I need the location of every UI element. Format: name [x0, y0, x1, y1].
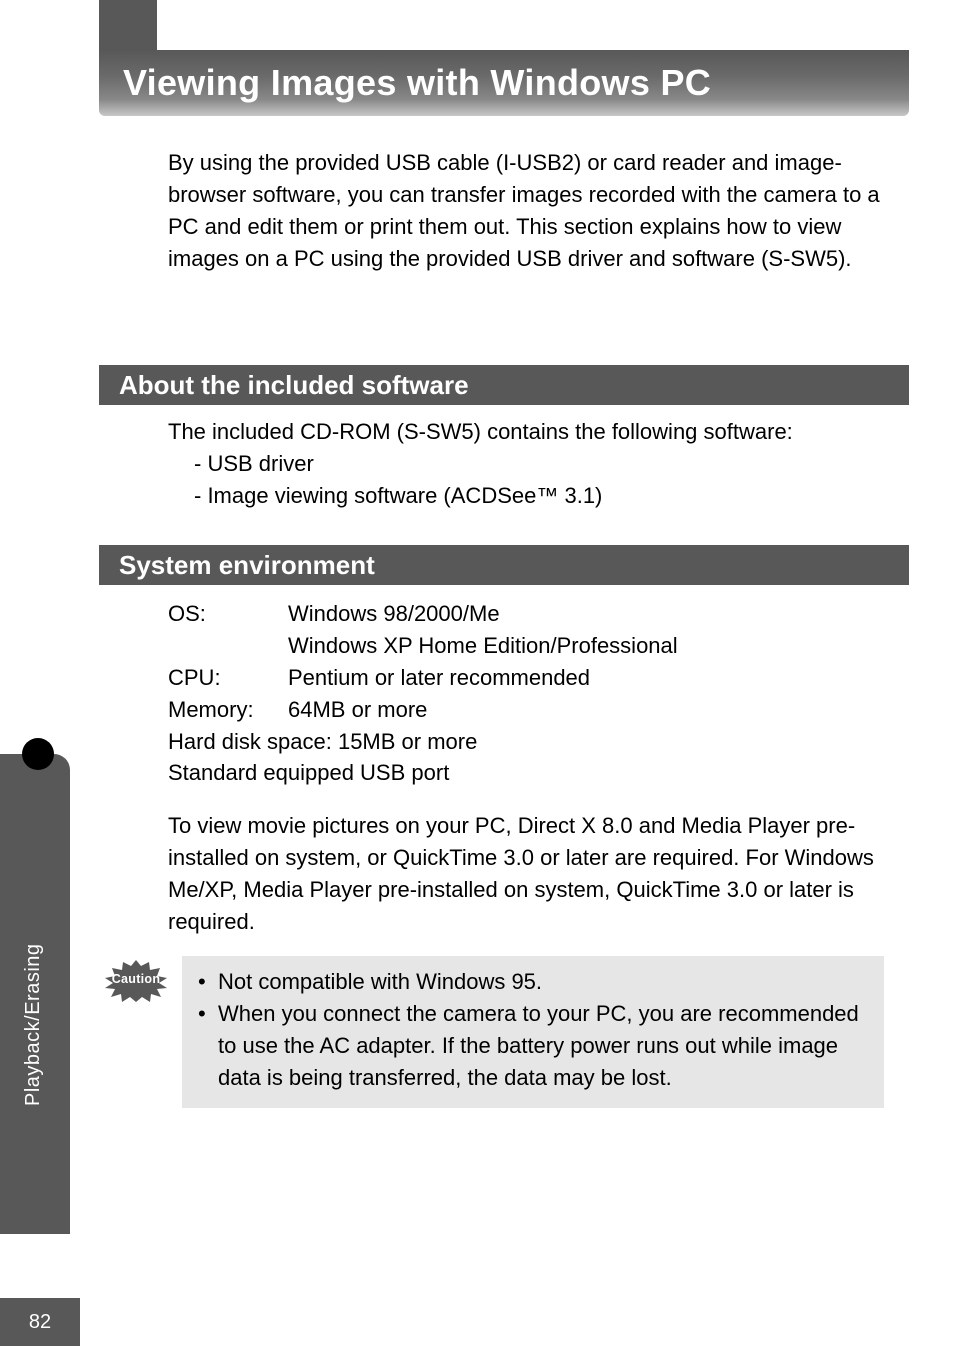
spec-row-memory: Memory: 64MB or more: [168, 694, 884, 726]
section-2-paragraph: To view movie pictures on your PC, Direc…: [168, 810, 884, 938]
page-number: 82: [29, 1311, 51, 1334]
section-heading-1: About the included software: [119, 370, 469, 401]
caution-badge-label: Caution: [105, 972, 167, 986]
section-1-item-1: - Image viewing software (ACDSee™ 3.1): [194, 480, 884, 512]
top-tab-decoration: [99, 0, 157, 50]
spec-row-os: OS: Windows 98/2000/Me: [168, 598, 884, 630]
section-1-lead: The included CD-ROM (S-SW5) contains the…: [168, 416, 884, 448]
spec-extra-1: Standard equipped USB port: [168, 757, 884, 789]
spec-row-os2: Windows XP Home Edition/Professional: [168, 630, 884, 662]
page-title-bar: Viewing Images with Windows PC: [99, 50, 909, 116]
page-root: Viewing Images with Windows PC By using …: [0, 0, 954, 1346]
page-number-footer: 82: [0, 1298, 80, 1346]
section-1-item-0: - USB driver: [194, 448, 884, 480]
spec-key-os2: [168, 630, 288, 662]
section-heading-bar-2: System environment: [99, 545, 909, 585]
intro-text: By using the provided USB cable (I-USB2)…: [168, 150, 880, 271]
spec-key-cpu: CPU:: [168, 662, 288, 694]
section-heading-bar-1: About the included software: [99, 365, 909, 405]
caution-box: Not compatible with Windows 95. When you…: [182, 956, 884, 1108]
section-1-body: The included CD-ROM (S-SW5) contains the…: [168, 416, 884, 512]
section-heading-2: System environment: [119, 550, 375, 581]
spec-val-cpu: Pentium or later recommended: [288, 662, 884, 694]
spec-row-cpu: CPU: Pentium or later recommended: [168, 662, 884, 694]
caution-bullet-1: When you connect the camera to your PC, …: [198, 998, 868, 1094]
spec-key-os: OS:: [168, 598, 288, 630]
section-2-specs: OS: Windows 98/2000/Me Windows XP Home E…: [168, 598, 884, 789]
intro-paragraph: By using the provided USB cable (I-USB2)…: [168, 147, 884, 275]
side-tab-dot-icon: [22, 738, 54, 770]
caution-bullet-0: Not compatible with Windows 95.: [198, 966, 868, 998]
caution-badge: Caution: [105, 960, 167, 1002]
caution-list: Not compatible with Windows 95. When you…: [198, 966, 868, 1094]
spec-val-memory: 64MB or more: [288, 694, 884, 726]
page-title: Viewing Images with Windows PC: [123, 62, 711, 104]
spec-val-os2: Windows XP Home Edition/Professional: [288, 630, 884, 662]
spec-val-os: Windows 98/2000/Me: [288, 598, 884, 630]
spec-extra-0: Hard disk space: 15MB or more: [168, 726, 884, 758]
side-tab-label: Playback/Erasing: [22, 786, 48, 1106]
spec-key-memory: Memory:: [168, 694, 288, 726]
